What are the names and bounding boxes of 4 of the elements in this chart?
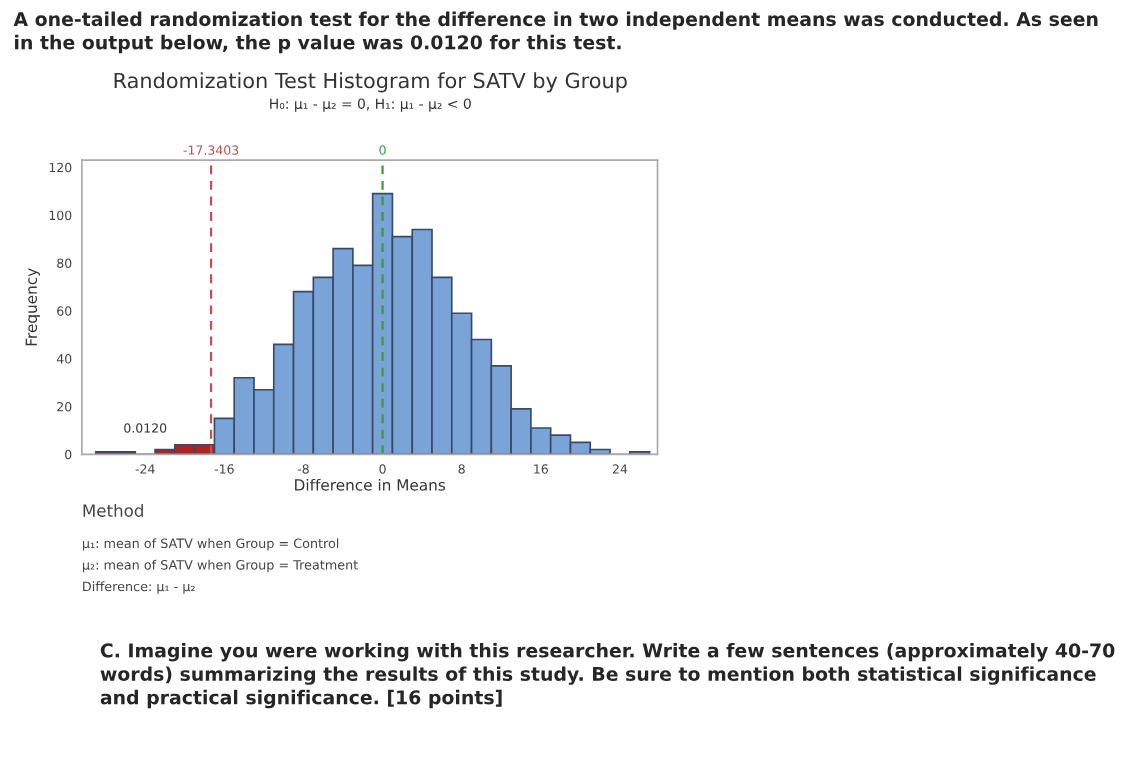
text: Method xyxy=(83,503,143,517)
text: A one-tailed randomization test for the difference in two independent means was conducted. As seen in the output below, the p value was 0.0120 for this test. xyxy=(13,11,1098,54)
chart-title: Randomization Test Histogram for SATV by Group xyxy=(114,72,627,93)
text: C. Imagine you were working with this researcher. Write a few sentences (approximately 40-70 words) summarizing the results of this study. Be sure to mention both statistical significance and practical significance. [16 points] xyxy=(100,642,1115,709)
